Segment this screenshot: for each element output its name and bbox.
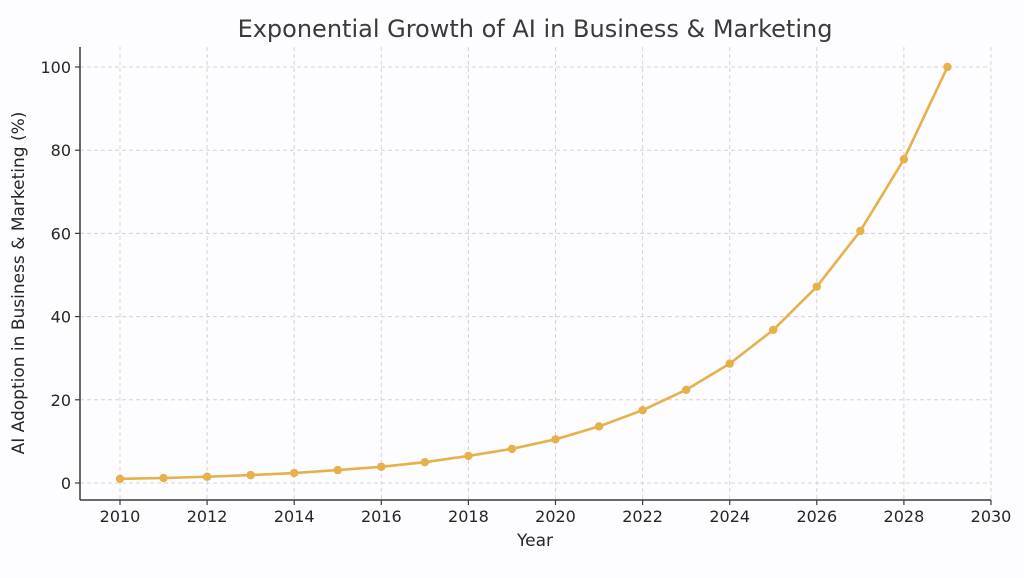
y-tick-label: 20: [51, 391, 71, 410]
data-point: [856, 226, 865, 236]
data-point: [594, 422, 604, 431]
x-tick-label: 2018: [448, 507, 489, 526]
y-tick-label: 40: [51, 308, 71, 327]
x-tick-label: 2022: [622, 507, 663, 526]
x-tick-label: 2020: [535, 507, 576, 526]
x-tick-label: 2010: [100, 507, 141, 526]
data-point: [681, 385, 691, 395]
chart-title: Exponential Growth of AI in Business & M…: [238, 15, 833, 43]
data-point: [202, 472, 212, 481]
data-point: [246, 470, 255, 480]
data-point: [638, 406, 647, 415]
data-point: [333, 465, 342, 475]
data-point: [377, 462, 386, 471]
x-tick-label: 2016: [361, 507, 402, 526]
x-axis-label: Year: [516, 531, 553, 551]
y-tick-label: 60: [51, 224, 71, 243]
y-tick-label: 80: [51, 141, 71, 160]
data-point: [159, 473, 168, 483]
x-tick-label: 2030: [971, 507, 1012, 526]
data-point: [812, 282, 821, 291]
y-ticks: 0 20 40 60 80 100: [40, 58, 80, 493]
data-point: [899, 155, 909, 164]
x-tick-label: 2012: [187, 507, 228, 526]
data-point: [464, 451, 473, 461]
data-point: [420, 458, 430, 467]
data-point: [943, 62, 952, 72]
data-point: [725, 359, 734, 368]
x-tick-label: 2024: [709, 507, 750, 526]
series: [115, 62, 952, 484]
axes: [79, 47, 991, 501]
x-tick-label: 2014: [274, 507, 315, 526]
data-point: [507, 444, 517, 454]
data-point: [290, 468, 299, 478]
data-point: [769, 325, 778, 335]
x-tick-label: 2028: [884, 507, 925, 526]
x-tick-label: 2026: [796, 507, 837, 526]
x-ticks: 2010 2012 2014 2016 2018 2020 2022 2024 2026 2028…: [100, 500, 1012, 526]
data-point: [115, 474, 125, 484]
series-line: [119, 66, 949, 481]
y-tick-label: 100: [40, 58, 71, 77]
grid: [80, 47, 992, 500]
y-tick-label: 0: [61, 474, 71, 493]
data-point: [551, 435, 560, 444]
y-axis-label: AI Adoption in Business & Marketing (%): [9, 112, 29, 455]
